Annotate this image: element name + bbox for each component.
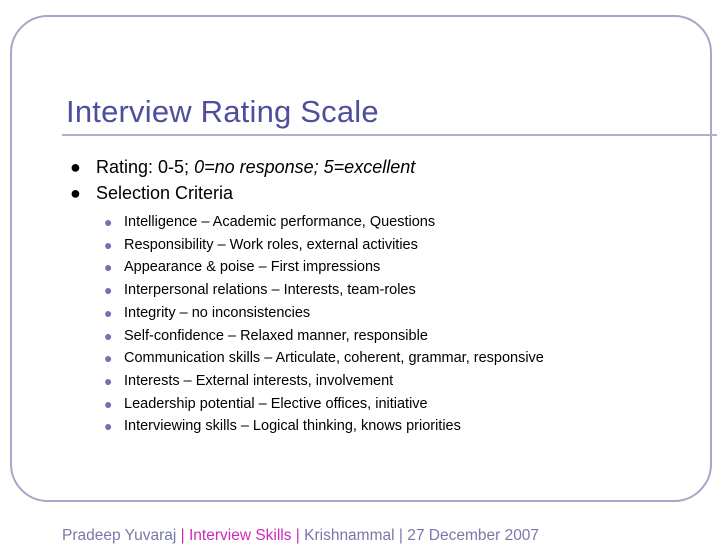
sub-bullet-icon: ● [104, 350, 113, 367]
criteria-item: ● Interests – External interests, involve… [104, 370, 544, 393]
rating-scale-text: 0=no response; 5=excellent [194, 157, 416, 177]
criteria-text: Integrity – no inconsistencies [124, 304, 311, 321]
bullet-selection-criteria: ● Selection Criteria [66, 180, 415, 206]
criteria-item: ● Responsibility – Work roles, external a… [104, 234, 544, 257]
footer-presenter: Krishnammal [304, 527, 395, 544]
slide-footer: Pradeep Yuvaraj | Interview Skills | Kri… [62, 526, 539, 546]
title-divider [62, 134, 717, 136]
criteria-item: ● Leadership potential – Elective offices… [104, 393, 544, 416]
criteria-item: ● Communication skills – Articulate, cohe… [104, 347, 544, 370]
footer-author: Pradeep Yuvaraj [62, 527, 181, 544]
criteria-text: Interpersonal relations – Interests, tea… [124, 282, 416, 299]
criteria-text: Communication skills – Articulate, coher… [124, 350, 544, 367]
selection-criteria-text: Selection Criteria [96, 183, 234, 203]
sub-bullet-icon: ● [104, 282, 113, 299]
criteria-item: ● Interviewing skills – Logical thinking,… [104, 415, 544, 438]
sub-bullet-icon: ● [104, 236, 113, 253]
rating-text: Rating: 0-5; [96, 157, 195, 177]
bullet-rating: ● Rating: 0-5; 0=no response; 5=excellen… [66, 154, 415, 180]
sub-bullet-icon: ● [104, 304, 113, 321]
sub-bullet-icon: ● [104, 214, 113, 230]
bullet-dot-icon: ● [70, 183, 81, 203]
criteria-list: ● Intelligence – Academic performance, Qu… [104, 211, 544, 438]
footer-date: 27 December 2007 [407, 527, 540, 544]
main-bullet-list: ● Rating: 0-5; 0=no response; 5=excellen… [66, 154, 415, 206]
criteria-item: ● Interpersonal relations – Interests, te… [104, 279, 544, 302]
criteria-text: Interviewing skills – Logical thinking, … [124, 418, 461, 435]
footer-separator: | [394, 527, 408, 544]
slide-frame [10, 15, 712, 502]
criteria-text: Interests – External interests, involvem… [124, 372, 394, 389]
criteria-text: Responsibility – Work roles, external ac… [124, 236, 418, 253]
sub-bullet-icon: ● [104, 372, 113, 389]
criteria-item: ● Self-confidence – Relaxed manner, respo… [104, 325, 544, 348]
criteria-item: ● Appearance & poise – First impressions [104, 256, 544, 279]
footer-separator: | [180, 527, 189, 544]
sub-bullet-icon: ● [104, 327, 113, 344]
criteria-text: Appearance & poise – First impressions [124, 259, 381, 276]
criteria-text: Intelligence – Academic performance, Que… [124, 214, 436, 230]
criteria-item: ● Integrity – no inconsistencies [104, 302, 544, 325]
sub-bullet-icon: ● [104, 259, 113, 276]
sub-bullet-icon: ● [104, 395, 113, 412]
criteria-item: ● Intelligence – Academic performance, Qu… [104, 211, 544, 234]
footer-separator: | [291, 527, 305, 544]
footer-topic: Interview Skills [188, 527, 292, 544]
criteria-text: Leadership potential – Elective offices,… [124, 395, 428, 412]
sub-bullet-icon: ● [104, 418, 113, 435]
slide-title: Interview Rating Scale [66, 94, 379, 129]
bullet-dot-icon: ● [70, 157, 81, 177]
criteria-text: Self-confidence – Relaxed manner, respon… [124, 327, 428, 344]
